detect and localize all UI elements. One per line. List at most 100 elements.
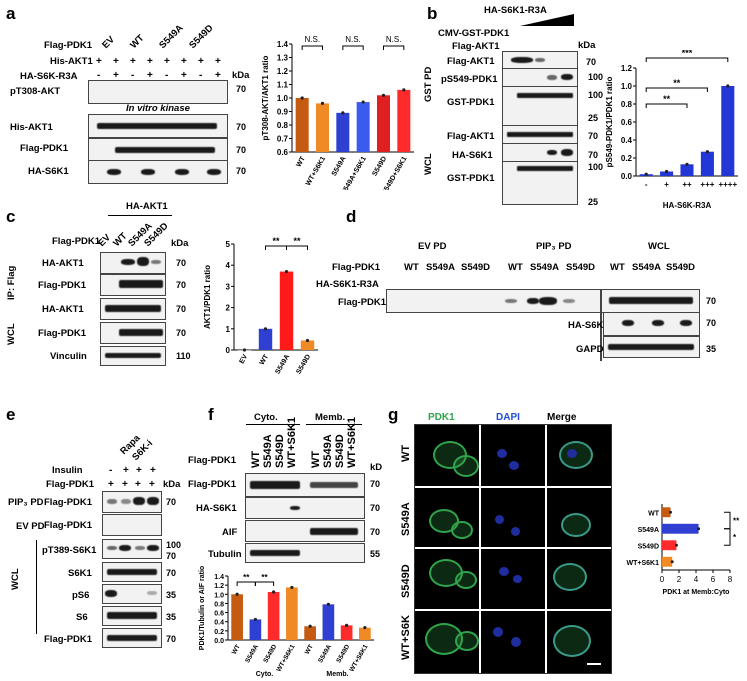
data-point bbox=[290, 585, 294, 590]
micrograph-grid bbox=[414, 424, 612, 674]
e-blot-s6k1 bbox=[102, 562, 162, 582]
y-tick-label: 1.0 bbox=[214, 592, 224, 599]
x-axis-label: HA-S6K-R3A bbox=[663, 201, 712, 210]
data-point bbox=[361, 100, 365, 104]
mw-d-2: 35 bbox=[706, 344, 717, 354]
y-axis-label: pS549-PDK1/PDK1 ratio bbox=[605, 77, 614, 168]
blot-label-gst-pdk1-b: GST-PDK1 bbox=[447, 97, 495, 108]
x-group-label: Cyto. bbox=[256, 671, 274, 678]
blot-label-flag-pdk1-a: Flag-PDK1 bbox=[20, 143, 69, 154]
kda-label-c: kDa bbox=[171, 238, 189, 249]
bar bbox=[336, 112, 350, 152]
d-blot-label-gapdh: GAPDH bbox=[576, 344, 611, 355]
x-tick-label: +++ bbox=[700, 180, 714, 189]
e-blot-label-2: pT389-S6K1 bbox=[42, 545, 97, 556]
blot-ha-s6k1-b bbox=[502, 143, 578, 163]
y-tick-label: 4 bbox=[226, 261, 231, 270]
x-tick-label: 6 bbox=[711, 575, 716, 584]
mw-c-3: 70 bbox=[176, 328, 187, 338]
sig-bracket bbox=[301, 45, 323, 50]
y-tick-label: 3 bbox=[226, 282, 231, 291]
g-row-wt: WT bbox=[400, 444, 412, 462]
y-tick-label: 0.7 bbox=[277, 135, 289, 144]
bar bbox=[721, 86, 735, 176]
sig-label: ** bbox=[293, 236, 301, 246]
f-lane-wt-s6k1: WT+S6K1 bbox=[286, 416, 298, 468]
sig-label: ** bbox=[663, 94, 671, 104]
blot-label-ha-s6k1-a: HA-S6K1 bbox=[28, 166, 69, 177]
sig-bracket bbox=[383, 45, 405, 50]
lane-ev: EV bbox=[100, 34, 117, 51]
mw-b-3: 25 bbox=[588, 113, 599, 123]
y-tick-label: 1.4 bbox=[277, 40, 289, 49]
y-tick-label: WT bbox=[648, 510, 660, 517]
c-blot-flag-pdk1-wcl bbox=[100, 322, 166, 344]
d-blot-label-flag-pdk1: Flag-PDK1 bbox=[338, 297, 387, 308]
data-point bbox=[320, 101, 325, 105]
x-tick-label: WT+S6K1 bbox=[305, 155, 327, 187]
y-tick-label: 0.0 bbox=[214, 638, 224, 645]
mw-f-3: 55 bbox=[370, 549, 381, 559]
blot-label-ps549: pS549-PDK1 bbox=[441, 74, 498, 85]
g-header-pdk1: PDK1 bbox=[428, 412, 455, 423]
sig-bracket bbox=[724, 528, 731, 546]
x-tick-label: WT bbox=[304, 643, 315, 655]
f-lane-wt: WT bbox=[250, 450, 262, 468]
blot-pt308-akt bbox=[88, 80, 228, 104]
y-tick-label: 0 bbox=[226, 346, 231, 355]
sig-bracket bbox=[645, 57, 729, 62]
y-tick-label: S549D bbox=[638, 543, 659, 550]
y-tick-label: 1.3 bbox=[277, 54, 289, 63]
f-group-cyto: Cyto. bbox=[254, 412, 278, 423]
g-header-dapi: DAPI bbox=[496, 412, 520, 423]
d-blot-ha-s6k1 bbox=[603, 312, 700, 336]
f-blot-label-0: Flag-PDK1 bbox=[188, 479, 237, 490]
x-tick-label: S549A bbox=[317, 643, 333, 664]
data-point bbox=[253, 617, 257, 622]
y-axis-label: pT308-AKT/AKT1 ratio bbox=[261, 55, 270, 140]
f-group-cyto-line bbox=[246, 424, 300, 425]
e-blot-label-0: Flag-PDK1 bbox=[44, 497, 93, 508]
data-point bbox=[705, 150, 709, 154]
mw-f-0: 70 bbox=[370, 479, 381, 489]
row-label-ha-s6k1-r3a: HA-S6K1-R3A bbox=[484, 5, 547, 16]
e-blot-label-3: S6K1 bbox=[68, 568, 92, 579]
x-group-label: Memb. bbox=[326, 671, 348, 678]
f-lane-s549a-m: S549A bbox=[322, 434, 334, 468]
data-point bbox=[308, 624, 312, 628]
d-row-flag-pdk1: Flag-PDK1 bbox=[332, 262, 381, 273]
y-tick-label: 1.2 bbox=[277, 67, 289, 76]
data-point bbox=[697, 527, 701, 531]
blot-label-flag-akt1-b: Flag-AKT1 bbox=[447, 56, 495, 67]
x-tick-label: ++ bbox=[682, 180, 692, 189]
c-blot-label-ha-akt1-wcl: HA-AKT1 bbox=[42, 304, 84, 315]
e-row-insulin: Insulin bbox=[52, 465, 83, 476]
x-tick-label: WT+S6K1 bbox=[348, 643, 369, 673]
x-axis-label: PDK1 at Memb:Cyto bbox=[663, 589, 730, 596]
x-tick-label: 2 bbox=[677, 575, 682, 584]
bar bbox=[231, 594, 243, 640]
x-tick-label: 4 bbox=[694, 575, 699, 584]
e-blot-label-4: pS6 bbox=[72, 590, 90, 601]
bar bbox=[322, 604, 335, 640]
y-tick-label: 0.8 bbox=[621, 100, 633, 109]
bar bbox=[249, 619, 262, 640]
y-tick-label: 0.6 bbox=[214, 611, 224, 618]
sig-bracket bbox=[645, 103, 688, 108]
x-tick-label: EV bbox=[238, 353, 249, 365]
data-point bbox=[665, 169, 669, 174]
blot-label-gst-pdk1-wcl: GST-PDK1 bbox=[447, 173, 495, 184]
e-blot-pt389-s6k1 bbox=[102, 539, 162, 559]
sig-bracket bbox=[645, 87, 708, 92]
mw-d-0: 70 bbox=[706, 296, 717, 306]
d-row-ha-s6k1-r3a: HA-S6K1-R3A bbox=[316, 279, 379, 290]
bar bbox=[258, 328, 273, 350]
y-tick-label: 1.0 bbox=[621, 82, 633, 91]
bar bbox=[376, 95, 391, 152]
blot-gst-pdk1-b bbox=[502, 86, 578, 128]
f-blot-aif bbox=[245, 520, 365, 542]
x-tick-label: S549D bbox=[295, 354, 312, 376]
sig-bracket bbox=[286, 245, 308, 250]
e-blot-s6 bbox=[102, 606, 162, 626]
data-point bbox=[670, 560, 674, 564]
